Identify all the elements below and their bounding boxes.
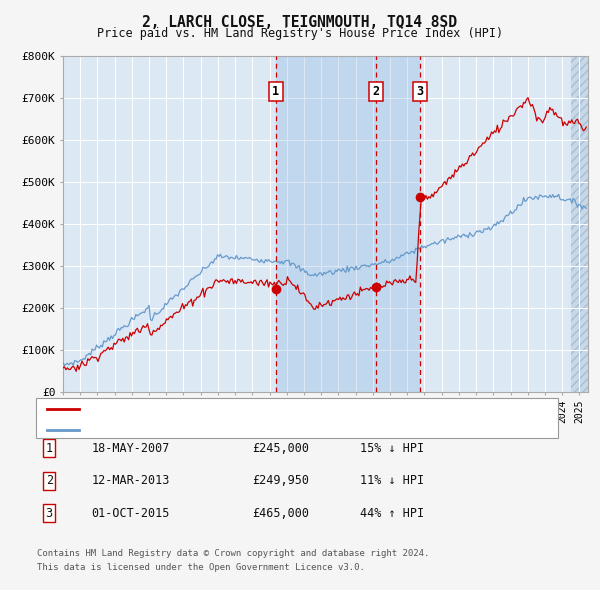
Text: 11% ↓ HPI: 11% ↓ HPI [360, 474, 424, 487]
Text: 44% ↑ HPI: 44% ↑ HPI [360, 507, 424, 520]
Text: 1: 1 [272, 85, 280, 98]
Text: Price paid vs. HM Land Registry's House Price Index (HPI): Price paid vs. HM Land Registry's House … [97, 27, 503, 40]
Bar [276, 56, 420, 392]
Text: 18-MAY-2007: 18-MAY-2007 [91, 442, 170, 455]
Text: 12-MAR-2013: 12-MAR-2013 [91, 474, 170, 487]
Text: HPI: Average price, detached house, Teignbridge: HPI: Average price, detached house, Teig… [86, 425, 380, 435]
Text: £465,000: £465,000 [252, 507, 309, 520]
Text: 1: 1 [46, 442, 53, 455]
Bar [571, 56, 588, 392]
Text: 2, LARCH CLOSE, TEIGNMOUTH, TQ14 8SD: 2, LARCH CLOSE, TEIGNMOUTH, TQ14 8SD [143, 15, 458, 30]
Text: 15% ↓ HPI: 15% ↓ HPI [360, 442, 424, 455]
Text: 3: 3 [416, 85, 424, 98]
Text: 2, LARCH CLOSE, TEIGNMOUTH, TQ14 8SD (detached house): 2, LARCH CLOSE, TEIGNMOUTH, TQ14 8SD (de… [86, 405, 418, 415]
Text: Contains HM Land Registry data © Crown copyright and database right 2024.: Contains HM Land Registry data © Crown c… [37, 549, 430, 558]
Text: This data is licensed under the Open Government Licence v3.0.: This data is licensed under the Open Gov… [37, 563, 365, 572]
Text: £249,950: £249,950 [252, 474, 309, 487]
Text: 01-OCT-2015: 01-OCT-2015 [91, 507, 170, 520]
Text: 2: 2 [373, 85, 380, 98]
Text: 2: 2 [46, 474, 53, 487]
Text: 3: 3 [46, 507, 53, 520]
Text: £245,000: £245,000 [252, 442, 309, 455]
